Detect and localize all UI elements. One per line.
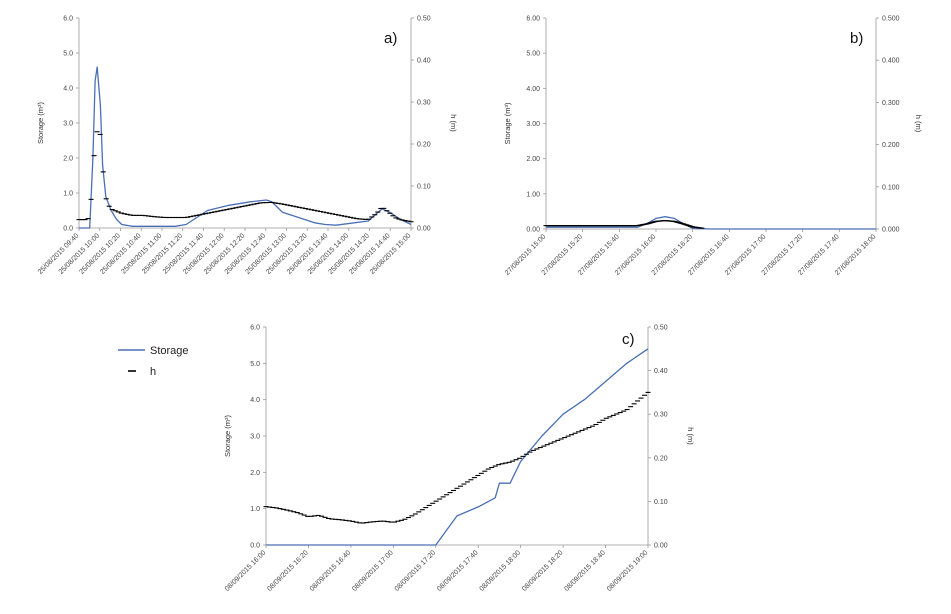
y-axis-title: Storage (m³) bbox=[503, 102, 512, 145]
x-tick-label: 08/09/2015 18:40 bbox=[563, 549, 607, 593]
y-tick-label: 6.00 bbox=[526, 16, 540, 23]
y-tick-label: 4.0 bbox=[63, 86, 73, 93]
y2-tick-label: 0.00 bbox=[417, 226, 431, 233]
chart-panel-3: 0.0 1.0 2.0 3.0 4.0 5.0 6.0 0.00 0.10 0.20 0.30 0.4… bbox=[223, 325, 695, 593]
y-tick-label: 6.0 bbox=[250, 325, 260, 332]
y2-tick-label: 0.200 bbox=[882, 142, 900, 149]
y2-tick-label: 0.40 bbox=[654, 368, 668, 375]
x-tick-label: 25/08/2015 15:00 bbox=[369, 232, 413, 276]
y2-tick-label: 0.50 bbox=[417, 16, 431, 23]
y2-tick-label: 0.40 bbox=[417, 58, 431, 65]
x-tick-label: 08/09/2015 18:00 bbox=[479, 549, 523, 593]
panel-label: a) bbox=[384, 30, 397, 47]
chart-panel-1: 0.0 1.0 2.0 3.0 4.0 5.0 6.0 0.00 0.10 0.20 0.30 0.4… bbox=[36, 16, 458, 276]
y2-tick-label: 0.10 bbox=[417, 184, 431, 191]
y-tick-label: 2.00 bbox=[526, 156, 540, 163]
y-tick-label: 5.00 bbox=[526, 51, 540, 58]
storage-series-line bbox=[266, 348, 649, 546]
x-tick-label: 08/09/2015 17:00 bbox=[351, 549, 395, 593]
y-tick-label: 1.00 bbox=[526, 191, 540, 198]
y2-tick-label: 0.50 bbox=[654, 325, 668, 332]
x-tick-label: 08/09/2015 19:00 bbox=[606, 549, 650, 593]
y2-tick-label: 0.30 bbox=[654, 412, 668, 419]
panel-label: c) bbox=[622, 331, 635, 348]
y2-tick-label: 0.30 bbox=[417, 100, 431, 107]
h-series-markers bbox=[76, 131, 414, 223]
y-tick-label: 0.0 bbox=[250, 543, 260, 550]
y2-tick-label: 0.300 bbox=[882, 100, 900, 107]
y2-tick-label: 0.00 bbox=[654, 543, 668, 550]
storage-series-line bbox=[546, 216, 876, 230]
y-tick-label: 0.0 bbox=[63, 226, 73, 233]
y2-tick-label: 0.10 bbox=[654, 499, 668, 506]
x-tick-label: 08/09/2015 16:40 bbox=[309, 549, 353, 593]
h-series-markers bbox=[263, 391, 651, 524]
y2-tick-label: 0.100 bbox=[882, 184, 900, 191]
y-tick-label: 4.0 bbox=[250, 397, 260, 404]
y-tick-label: 0.00 bbox=[526, 227, 540, 234]
legend-h-label: h bbox=[150, 366, 156, 378]
y2-axis-title: h (m) bbox=[686, 427, 695, 445]
x-tick-label: 08/09/2015 16:20 bbox=[266, 549, 310, 593]
h-series-markers bbox=[543, 220, 705, 229]
y-tick-label: 3.00 bbox=[526, 121, 540, 128]
y-tick-label: 3.0 bbox=[63, 121, 73, 128]
y-tick-label: 5.0 bbox=[250, 361, 260, 368]
y2-tick-label: 0.000 bbox=[882, 227, 900, 234]
y-tick-label: 3.0 bbox=[250, 434, 260, 441]
chart-panel-2: 0.00 1.00 2.00 3.00 4.00 5.00 6.00 0.000 0.100 0.… bbox=[503, 16, 923, 277]
y-axis-title: Storage (m³) bbox=[36, 101, 45, 144]
y-axis-title: Storage (m³) bbox=[223, 414, 232, 457]
legend-storage-label: Storage bbox=[150, 345, 189, 357]
x-tick-label: 08/09/2015 16:00 bbox=[224, 549, 268, 593]
legend: Storage h bbox=[118, 345, 189, 378]
x-tick-label: 27/08/2015 18:00 bbox=[834, 233, 878, 277]
y2-tick-label: 0.20 bbox=[417, 142, 431, 149]
y-tick-label: 1.0 bbox=[250, 506, 260, 513]
y-tick-label: 1.0 bbox=[63, 191, 73, 198]
x-tick-label: 08/09/2015 18:20 bbox=[521, 549, 565, 593]
y2-axis-title: h (m) bbox=[914, 115, 923, 133]
y2-axis-title: h (m) bbox=[449, 114, 458, 132]
y-tick-label: 2.0 bbox=[250, 470, 260, 477]
y-tick-label: 2.0 bbox=[63, 156, 73, 163]
y2-tick-label: 0.20 bbox=[654, 455, 668, 462]
storage-series-line bbox=[79, 66, 412, 229]
panel-label: b) bbox=[850, 30, 863, 47]
x-tick-label: 08/09/2015 17:40 bbox=[436, 549, 480, 593]
y-tick-label: 5.0 bbox=[63, 51, 73, 58]
y-tick-label: 4.00 bbox=[526, 86, 540, 93]
y2-tick-label: 0.400 bbox=[882, 58, 900, 65]
y-tick-label: 6.0 bbox=[63, 16, 73, 23]
x-tick-label: 08/09/2015 17:20 bbox=[394, 549, 438, 593]
y2-tick-label: 0.500 bbox=[882, 16, 900, 23]
